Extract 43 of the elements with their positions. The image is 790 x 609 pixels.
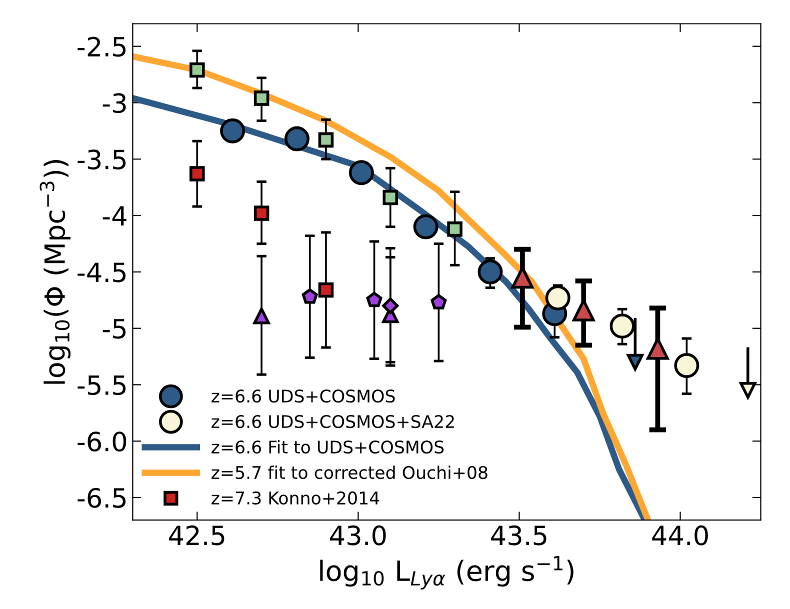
point — [253, 308, 270, 324]
point — [254, 90, 270, 106]
y-tick-label: -4 — [102, 206, 126, 226]
x-tick-label: 43.0 — [330, 525, 386, 546]
point — [382, 190, 398, 206]
point — [674, 353, 700, 378]
point — [348, 160, 374, 186]
point — [302, 288, 318, 304]
point — [220, 118, 246, 144]
y-tick-label: -2.5 — [78, 36, 126, 57]
point — [430, 294, 447, 310]
point — [740, 382, 756, 399]
x-tick-label: 42.5 — [169, 525, 224, 546]
point — [318, 132, 334, 148]
y-tick-label: -5.5 — [78, 376, 126, 396]
point — [545, 285, 570, 310]
y-axis-title: log$_{10}$(Φ (Mpc$^{−3}$)) — [40, 160, 71, 384]
point — [284, 126, 310, 152]
legend-label: z=6.6 Fit to UDS+COSMOS — [212, 440, 444, 454]
legend-label: z=5.7 fit to corrected Ouchi+08 — [212, 466, 488, 480]
point — [366, 292, 382, 308]
point — [626, 354, 644, 370]
y-tick-label: -4.5 — [78, 262, 126, 282]
y-tick-label: -6.0 — [78, 432, 126, 452]
point — [610, 314, 635, 339]
x-tick-label: 43.5 — [491, 525, 546, 546]
y-tick-label: -6.5 — [78, 488, 126, 508]
point — [189, 166, 205, 182]
y-tick-label: -3.5 — [78, 150, 126, 170]
point — [382, 297, 399, 314]
point — [189, 62, 205, 78]
x-axis-title: log$_{10}$ L$_{Lyα}$ (erg s$^{−1}$) — [320, 556, 574, 590]
legend-label: z=6.6 UDS+COSMOS+SA22 — [212, 414, 454, 428]
y-tick-label: -3 — [102, 93, 126, 114]
point — [318, 282, 334, 298]
point — [447, 221, 462, 237]
x-tick-label: 44.0 — [652, 525, 708, 546]
point — [254, 206, 270, 221]
legend-label: z=7.3 Konno+2014 — [212, 491, 380, 505]
legend-label: z=6.6 UDS+COSMOS — [212, 390, 395, 403]
y-tick-label: -5 — [102, 319, 126, 339]
point — [478, 259, 503, 284]
point — [413, 214, 438, 240]
